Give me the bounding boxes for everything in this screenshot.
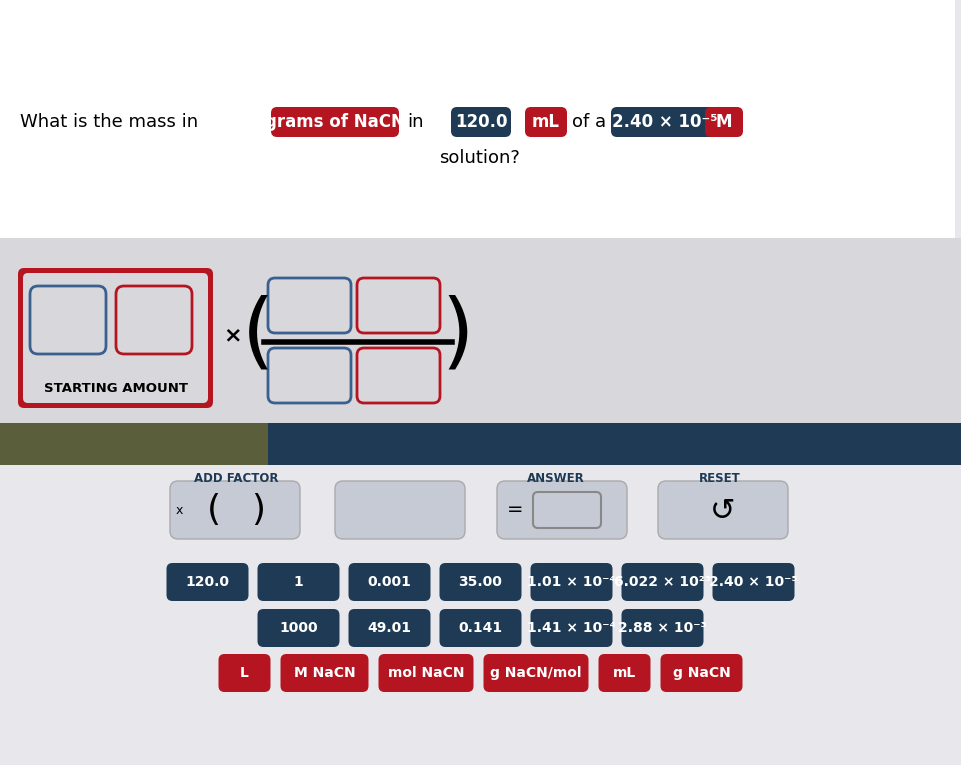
FancyBboxPatch shape (170, 481, 300, 539)
Text: ): ) (442, 295, 474, 376)
FancyBboxPatch shape (281, 654, 368, 692)
Text: 1.41 × 10⁻⁴: 1.41 × 10⁻⁴ (528, 621, 616, 635)
FancyBboxPatch shape (533, 492, 601, 528)
Text: What is the mass in: What is the mass in (20, 113, 198, 131)
Text: 120.0: 120.0 (455, 113, 507, 131)
FancyBboxPatch shape (0, 0, 955, 238)
Text: RESET: RESET (699, 471, 741, 484)
FancyBboxPatch shape (268, 278, 351, 333)
FancyBboxPatch shape (599, 654, 651, 692)
FancyBboxPatch shape (218, 654, 270, 692)
FancyBboxPatch shape (357, 348, 440, 403)
Text: x: x (176, 503, 184, 516)
Text: =: = (506, 500, 523, 519)
FancyBboxPatch shape (268, 423, 961, 465)
Text: 0.001: 0.001 (367, 575, 411, 589)
Text: 6.022 × 10²³: 6.022 × 10²³ (614, 575, 711, 589)
FancyBboxPatch shape (451, 107, 511, 137)
FancyBboxPatch shape (271, 107, 399, 137)
Text: 120.0: 120.0 (185, 575, 230, 589)
Text: L: L (240, 666, 249, 680)
Text: M NaCN: M NaCN (294, 666, 356, 680)
FancyBboxPatch shape (660, 654, 743, 692)
Text: grams of NaCN: grams of NaCN (265, 113, 405, 131)
Text: STARTING AMOUNT: STARTING AMOUNT (43, 382, 187, 395)
Text: of a: of a (572, 113, 606, 131)
FancyBboxPatch shape (439, 609, 522, 647)
FancyBboxPatch shape (530, 609, 612, 647)
FancyBboxPatch shape (258, 563, 339, 601)
Text: mol NaCN: mol NaCN (387, 666, 464, 680)
Text: mL: mL (613, 666, 636, 680)
Text: (: ( (207, 493, 221, 527)
Text: in: in (407, 113, 424, 131)
Text: 0.141: 0.141 (458, 621, 503, 635)
Text: 2.40 × 10⁻⁵: 2.40 × 10⁻⁵ (709, 575, 798, 589)
Text: ANSWER: ANSWER (528, 471, 585, 484)
FancyBboxPatch shape (658, 481, 788, 539)
Text: 2.88 × 10⁻³: 2.88 × 10⁻³ (618, 621, 706, 635)
Text: 1000: 1000 (280, 621, 318, 635)
Text: (: ( (242, 295, 274, 376)
Text: ↺: ↺ (710, 497, 736, 526)
Text: 1: 1 (294, 575, 304, 589)
Text: ×: × (224, 325, 242, 345)
FancyBboxPatch shape (0, 465, 961, 765)
Text: 35.00: 35.00 (458, 575, 503, 589)
FancyBboxPatch shape (379, 654, 474, 692)
FancyBboxPatch shape (622, 609, 703, 647)
Text: 49.01: 49.01 (367, 621, 411, 635)
Text: mL: mL (532, 113, 560, 131)
FancyBboxPatch shape (258, 609, 339, 647)
FancyBboxPatch shape (611, 107, 719, 137)
FancyBboxPatch shape (30, 286, 106, 354)
Text: 1.01 × 10⁻⁴: 1.01 × 10⁻⁴ (528, 575, 616, 589)
Text: ): ) (251, 493, 265, 527)
Text: M: M (716, 113, 732, 131)
Text: 2.40 × 10⁻⁵: 2.40 × 10⁻⁵ (612, 113, 718, 131)
FancyBboxPatch shape (622, 563, 703, 601)
FancyBboxPatch shape (705, 107, 743, 137)
FancyBboxPatch shape (268, 348, 351, 403)
FancyBboxPatch shape (0, 238, 961, 423)
FancyBboxPatch shape (530, 563, 612, 601)
FancyBboxPatch shape (335, 481, 465, 539)
FancyBboxPatch shape (18, 268, 213, 408)
FancyBboxPatch shape (0, 423, 268, 465)
FancyBboxPatch shape (349, 563, 431, 601)
FancyBboxPatch shape (483, 654, 588, 692)
FancyBboxPatch shape (116, 286, 192, 354)
FancyBboxPatch shape (23, 273, 208, 403)
Text: g NaCN: g NaCN (673, 666, 730, 680)
FancyBboxPatch shape (349, 609, 431, 647)
FancyBboxPatch shape (357, 278, 440, 333)
Text: solution?: solution? (439, 149, 521, 167)
FancyBboxPatch shape (712, 563, 795, 601)
Text: g NaCN/mol: g NaCN/mol (490, 666, 581, 680)
FancyBboxPatch shape (439, 563, 522, 601)
FancyBboxPatch shape (525, 107, 567, 137)
FancyBboxPatch shape (497, 481, 627, 539)
FancyBboxPatch shape (166, 563, 249, 601)
Text: ADD FACTOR: ADD FACTOR (194, 471, 279, 484)
